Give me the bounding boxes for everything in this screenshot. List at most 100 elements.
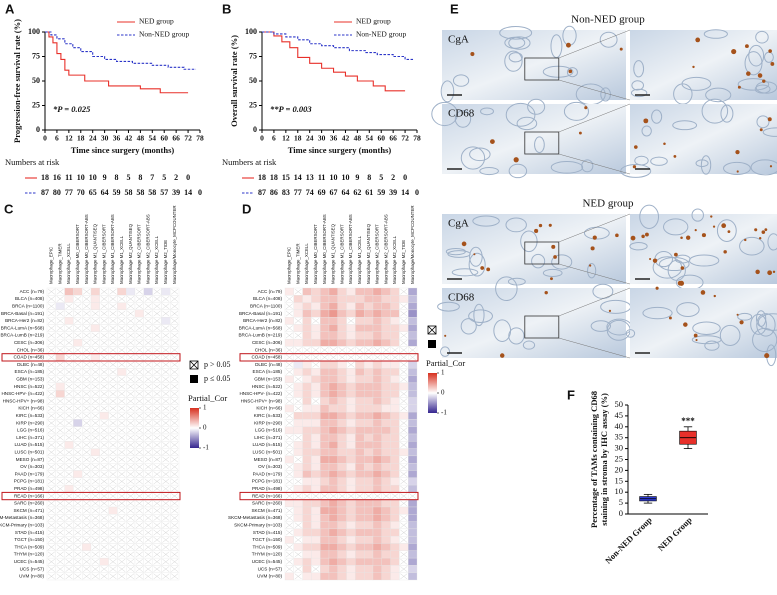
risk-number: 77 <box>65 188 73 197</box>
nonsignificant-cross <box>56 529 64 536</box>
x-tick-label: 66 <box>172 134 180 143</box>
column-label: Macrophage M0_CIBERSORT-ABS <box>84 214 89 284</box>
heatmap-cell <box>328 484 338 493</box>
nonsignificant-cross <box>65 376 73 383</box>
nonsignificant-cross <box>347 361 355 368</box>
nonsignificant-cross <box>56 310 64 317</box>
nonsignificant-cross <box>65 303 73 310</box>
nonsignificant-cross <box>135 288 143 295</box>
heatmap-cell <box>390 499 400 508</box>
heatmap-cell <box>311 404 321 413</box>
nonsignificant-cross <box>109 566 117 572</box>
heatmap-cell <box>293 441 303 449</box>
nonsignificant-cross <box>144 515 152 521</box>
nonsignificant-cross <box>127 427 135 434</box>
risk-number: 11 <box>318 173 326 182</box>
heatmap-cell <box>364 419 374 427</box>
legend-cross <box>189 360 199 370</box>
row-label: KIRC (n=533) <box>16 413 45 418</box>
nonsignificant-cross <box>127 515 135 521</box>
nonsignificant-cross <box>56 361 64 368</box>
row-label: LUAD (n=515) <box>253 442 283 447</box>
tissue-structure <box>504 50 523 72</box>
nonsignificant-cross <box>373 354 381 361</box>
nonsignificant-cross <box>153 398 161 404</box>
heatmap-cell <box>328 514 338 522</box>
heatmap-cell <box>372 368 382 376</box>
nonsignificant-cross <box>118 296 126 302</box>
tissue-structure <box>508 163 528 179</box>
row-label: STAD (n=415) <box>253 530 283 535</box>
risk-number: 65 <box>89 188 97 197</box>
nonsignificant-cross <box>91 383 99 390</box>
nonsignificant-cross <box>91 332 99 339</box>
nonsignificant-cross <box>153 507 161 514</box>
stained-cell <box>619 47 623 51</box>
tissue-structure <box>641 125 652 137</box>
nonsignificant-cross <box>135 537 143 543</box>
risk-number: 64 <box>101 188 109 197</box>
nonsignificant-cross <box>47 288 55 295</box>
nonsignificant-cross <box>285 522 293 529</box>
nonsignificant-cross <box>100 551 108 558</box>
heatmap-cell <box>337 514 347 522</box>
row-label: KIRP (n=290) <box>254 420 282 425</box>
nonsignificant-cross <box>135 405 143 412</box>
nonsignificant-cross <box>65 493 73 499</box>
tissue-structure <box>522 340 536 350</box>
nonsignificant-cross <box>118 449 126 456</box>
heatmap-cell <box>390 302 400 311</box>
column-label: Macrophage_XCELL <box>304 243 309 284</box>
nonsignificant-cross <box>400 529 408 536</box>
heatmap-cell <box>328 287 338 296</box>
nonsignificant-cross <box>127 391 135 397</box>
column-label: Macrophage_EPIC <box>287 247 292 284</box>
nonsignificant-cross <box>91 493 99 499</box>
heatmap-cell <box>311 528 321 537</box>
row-label: TGCT (n=150) <box>14 537 44 542</box>
heatmap-cell <box>381 324 391 332</box>
nonsignificant-cross <box>83 485 91 492</box>
heatmap-cell <box>328 506 338 515</box>
column-label: Macrophage M2_CIBERSORT <box>137 224 142 284</box>
nonsignificant-cross <box>47 325 55 331</box>
x-tick-label: 6 <box>55 134 59 143</box>
tissue-structure <box>762 127 777 137</box>
nonsignificant-cross <box>56 551 64 558</box>
heatmap-cell <box>355 521 365 530</box>
heatmap-cell <box>320 426 330 435</box>
nonsignificant-cross <box>135 339 143 346</box>
nonsignificant-cross <box>65 522 73 529</box>
nonsignificant-cross <box>312 566 320 572</box>
heatmap-cell <box>320 419 330 427</box>
x-tick-label: 42 <box>125 134 133 143</box>
heatmap-cell <box>346 448 356 457</box>
heatmap-cell <box>311 543 321 551</box>
nonsignificant-cross <box>91 361 99 368</box>
heatmap-cell <box>372 382 382 391</box>
nonsignificant-cross <box>171 507 179 514</box>
heatmap-cell <box>408 506 418 515</box>
risk-number: 15 <box>282 173 290 182</box>
heatmap-cell <box>293 295 303 303</box>
heatmap-cell <box>311 536 321 544</box>
heatmap-cell <box>337 302 347 311</box>
nonsignificant-cross <box>47 347 55 353</box>
heatmap-cell <box>346 477 356 486</box>
heatmap-cell <box>311 382 321 391</box>
heatmap-cell <box>320 543 330 551</box>
heatmap-cell <box>390 441 400 449</box>
y-axis-label: staining in stroma by IHC assay (%) <box>599 393 609 526</box>
nonsignificant-cross <box>83 383 91 390</box>
column-label: Macrophage_XCELL <box>66 243 71 284</box>
nonsignificant-cross <box>109 434 117 441</box>
heatmap-cell <box>346 390 356 398</box>
nonsignificant-cross <box>65 339 73 346</box>
heatmap-cell <box>346 521 356 530</box>
nonsignificant-cross <box>338 354 346 361</box>
heatmap-cell <box>311 309 321 318</box>
nonsignificant-cross <box>56 339 64 346</box>
nonsignificant-cross <box>144 325 152 331</box>
nonsignificant-cross <box>83 551 91 558</box>
heatmap-cell <box>364 375 374 384</box>
